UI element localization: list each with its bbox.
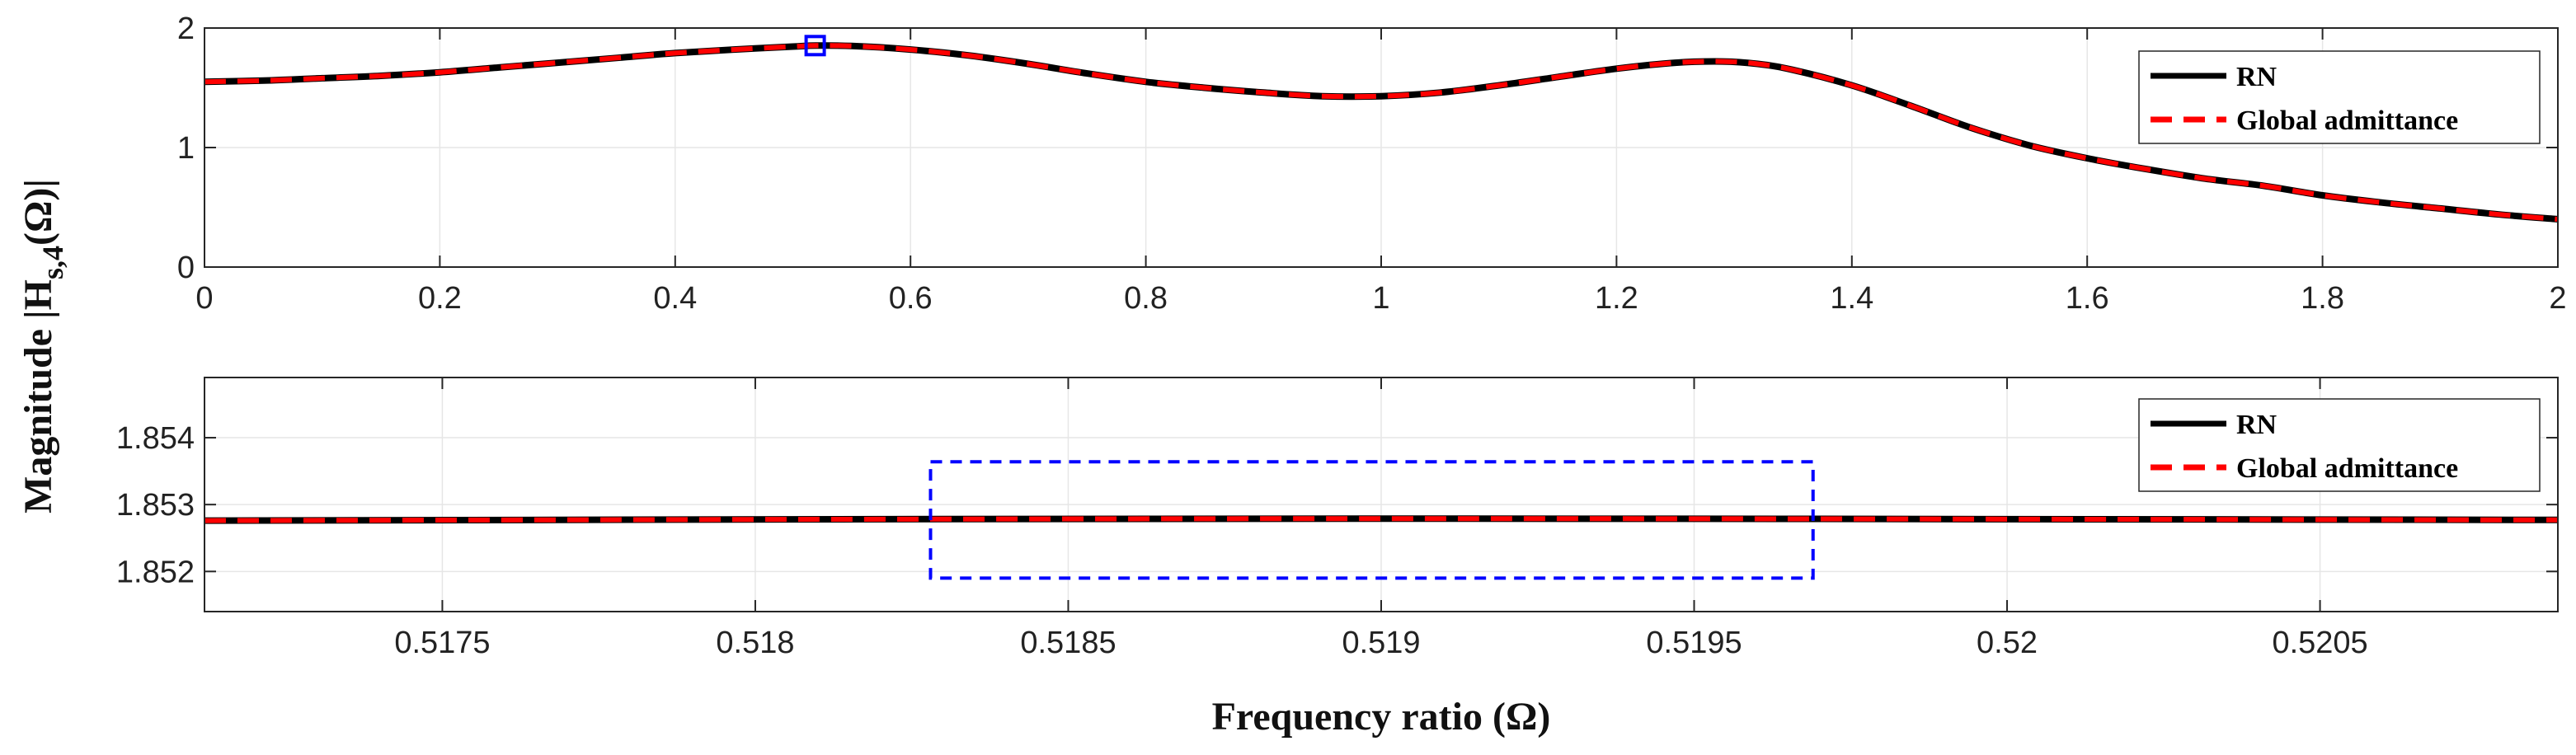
top-series-global-admittance-line <box>204 43 2559 222</box>
bottom-series-global-admittance-line <box>204 516 2559 523</box>
bottom-grid <box>204 378 2558 612</box>
y-axis-title-prefix: Magnitude |H <box>16 279 60 513</box>
top-y-tick-label: 0 <box>177 251 195 285</box>
bottom-legend-box <box>2138 398 2541 492</box>
x-axis-title: Frequency ratio (Ω) <box>1212 695 1551 739</box>
top-y-tick-label: 2 <box>177 12 195 46</box>
bottom-x-tick-label: 0.52 <box>1977 626 2038 660</box>
bottom-legend-rn-label: RN <box>2236 410 2278 440</box>
top-zoom-marker <box>804 35 826 57</box>
top-x-tick-label: 1 <box>1372 281 1389 316</box>
bottom-ticks: 0.5175 0.518 0.5185 0.519 0.5195 0.52 0.5205 1.… <box>116 378 2558 660</box>
top-x-tick-label: 0.8 <box>1124 281 1168 316</box>
top-series <box>204 42 2559 223</box>
bottom-x-tick-label: 0.5175 <box>394 626 490 660</box>
bottom-zoom-region <box>928 460 1815 580</box>
top-legend-box <box>2138 50 2541 144</box>
bottom-y-tick-label: 1.854 <box>116 421 195 456</box>
bottom-x-tick-label: 0.518 <box>716 626 794 660</box>
top-x-tick-label: 1.8 <box>2301 281 2344 316</box>
bottom-series <box>204 515 2559 524</box>
top-ticks: 0 0.2 0.4 0.6 0.8 1 1.2 1.4 1.6 1.8 2 0 1 2 <box>177 12 2567 316</box>
top-legend-admittance-label: Global admittance <box>2236 106 2458 136</box>
top-x-tick-label: 0.6 <box>889 281 933 316</box>
bottom-y-tick-label: 1.853 <box>116 488 195 523</box>
top-legend-rn-label: RN <box>2236 62 2278 92</box>
y-axis-title-suffix: (Ω)| <box>16 179 60 246</box>
top-x-tick-label: 2 <box>2549 281 2566 316</box>
top-panel: 0 0.2 0.4 0.6 0.8 1 1.2 1.4 1.6 1.8 2 0 1 2 RN Global… <box>177 12 2567 316</box>
y-axis-title: Magnitude |Hs,4(Ω)| <box>16 179 69 513</box>
top-x-tick-label: 0.2 <box>418 281 462 316</box>
bottom-legend: RN Global admittance <box>2138 398 2541 492</box>
top-x-tick-label: 0.4 <box>653 281 697 316</box>
y-axis-title-subscript: s,4 <box>36 246 69 279</box>
bottom-x-tick-label: 0.5185 <box>1020 626 1116 660</box>
top-legend: RN Global admittance <box>2138 50 2541 144</box>
bottom-x-tick-label: 0.5195 <box>1646 626 1742 660</box>
bottom-y-tick-label: 1.852 <box>116 555 195 589</box>
bottom-annotations <box>928 460 1815 580</box>
top-x-tick-label: 1.6 <box>2066 281 2109 316</box>
top-annotations <box>804 35 826 57</box>
top-x-tick-label: 1.2 <box>1595 281 1638 316</box>
bottom-panel: 0.5175 0.518 0.5185 0.519 0.5195 0.52 0.5205 1.… <box>116 377 2559 660</box>
bottom-legend-admittance-label: Global admittance <box>2236 453 2458 484</box>
top-x-tick-label: 1.4 <box>1830 281 1873 316</box>
top-y-tick-label: 1 <box>177 131 195 166</box>
bottom-x-tick-label: 0.5205 <box>2272 626 2367 660</box>
top-x-tick-label: 0 <box>195 281 213 316</box>
bottom-x-tick-label: 0.519 <box>1342 626 1420 660</box>
